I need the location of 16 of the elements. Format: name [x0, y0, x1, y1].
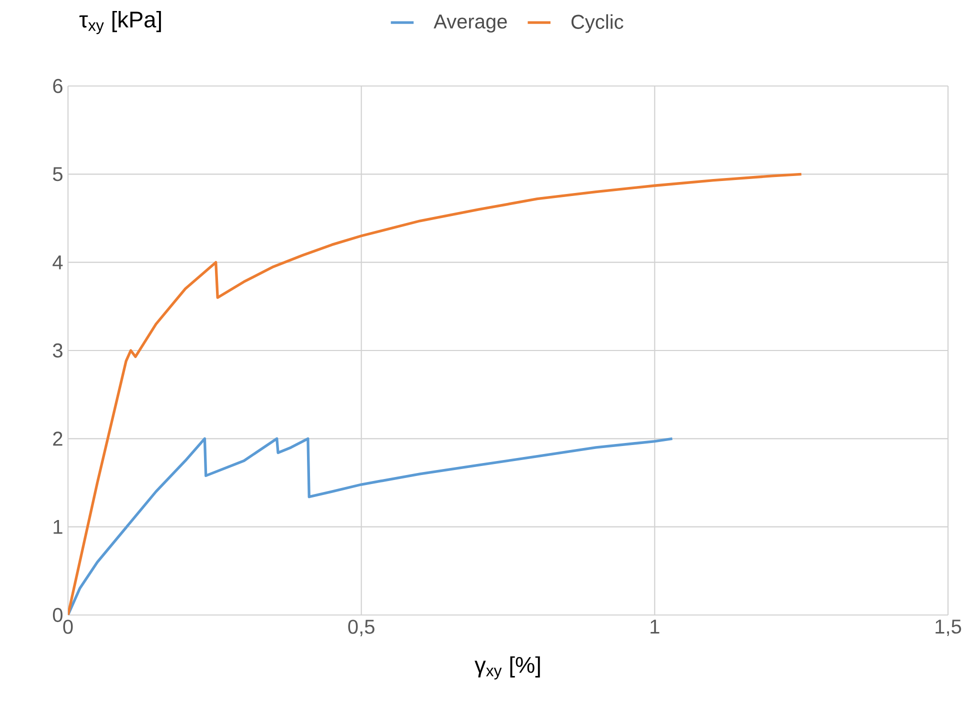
x-tick-label: 1	[650, 620, 660, 634]
y-tick-label: 4	[52, 255, 63, 270]
y-axis-title: τ$_{xy}$ [kPa]	[79, 10, 161, 34]
y-tick-label: 3	[52, 343, 62, 358]
y-tick-label: 2	[53, 432, 62, 446]
x-tick-label: 0	[63, 620, 73, 634]
y-tick-label: 0	[52, 608, 62, 622]
legend-label: Cyclic	[572, 14, 624, 33]
y-tick-label: 1	[54, 520, 62, 534]
line-series	[68, 172, 803, 615]
legend-label: Average	[434, 14, 507, 33]
x-tick-label: 0,5	[348, 620, 374, 636]
x-axis-title: γ$_{xy}$ [%]	[474, 656, 540, 680]
x-tick-label: 1,5	[936, 620, 962, 636]
y-tick-label: 6	[53, 78, 62, 94]
y-tick-label: 5	[52, 167, 62, 182]
